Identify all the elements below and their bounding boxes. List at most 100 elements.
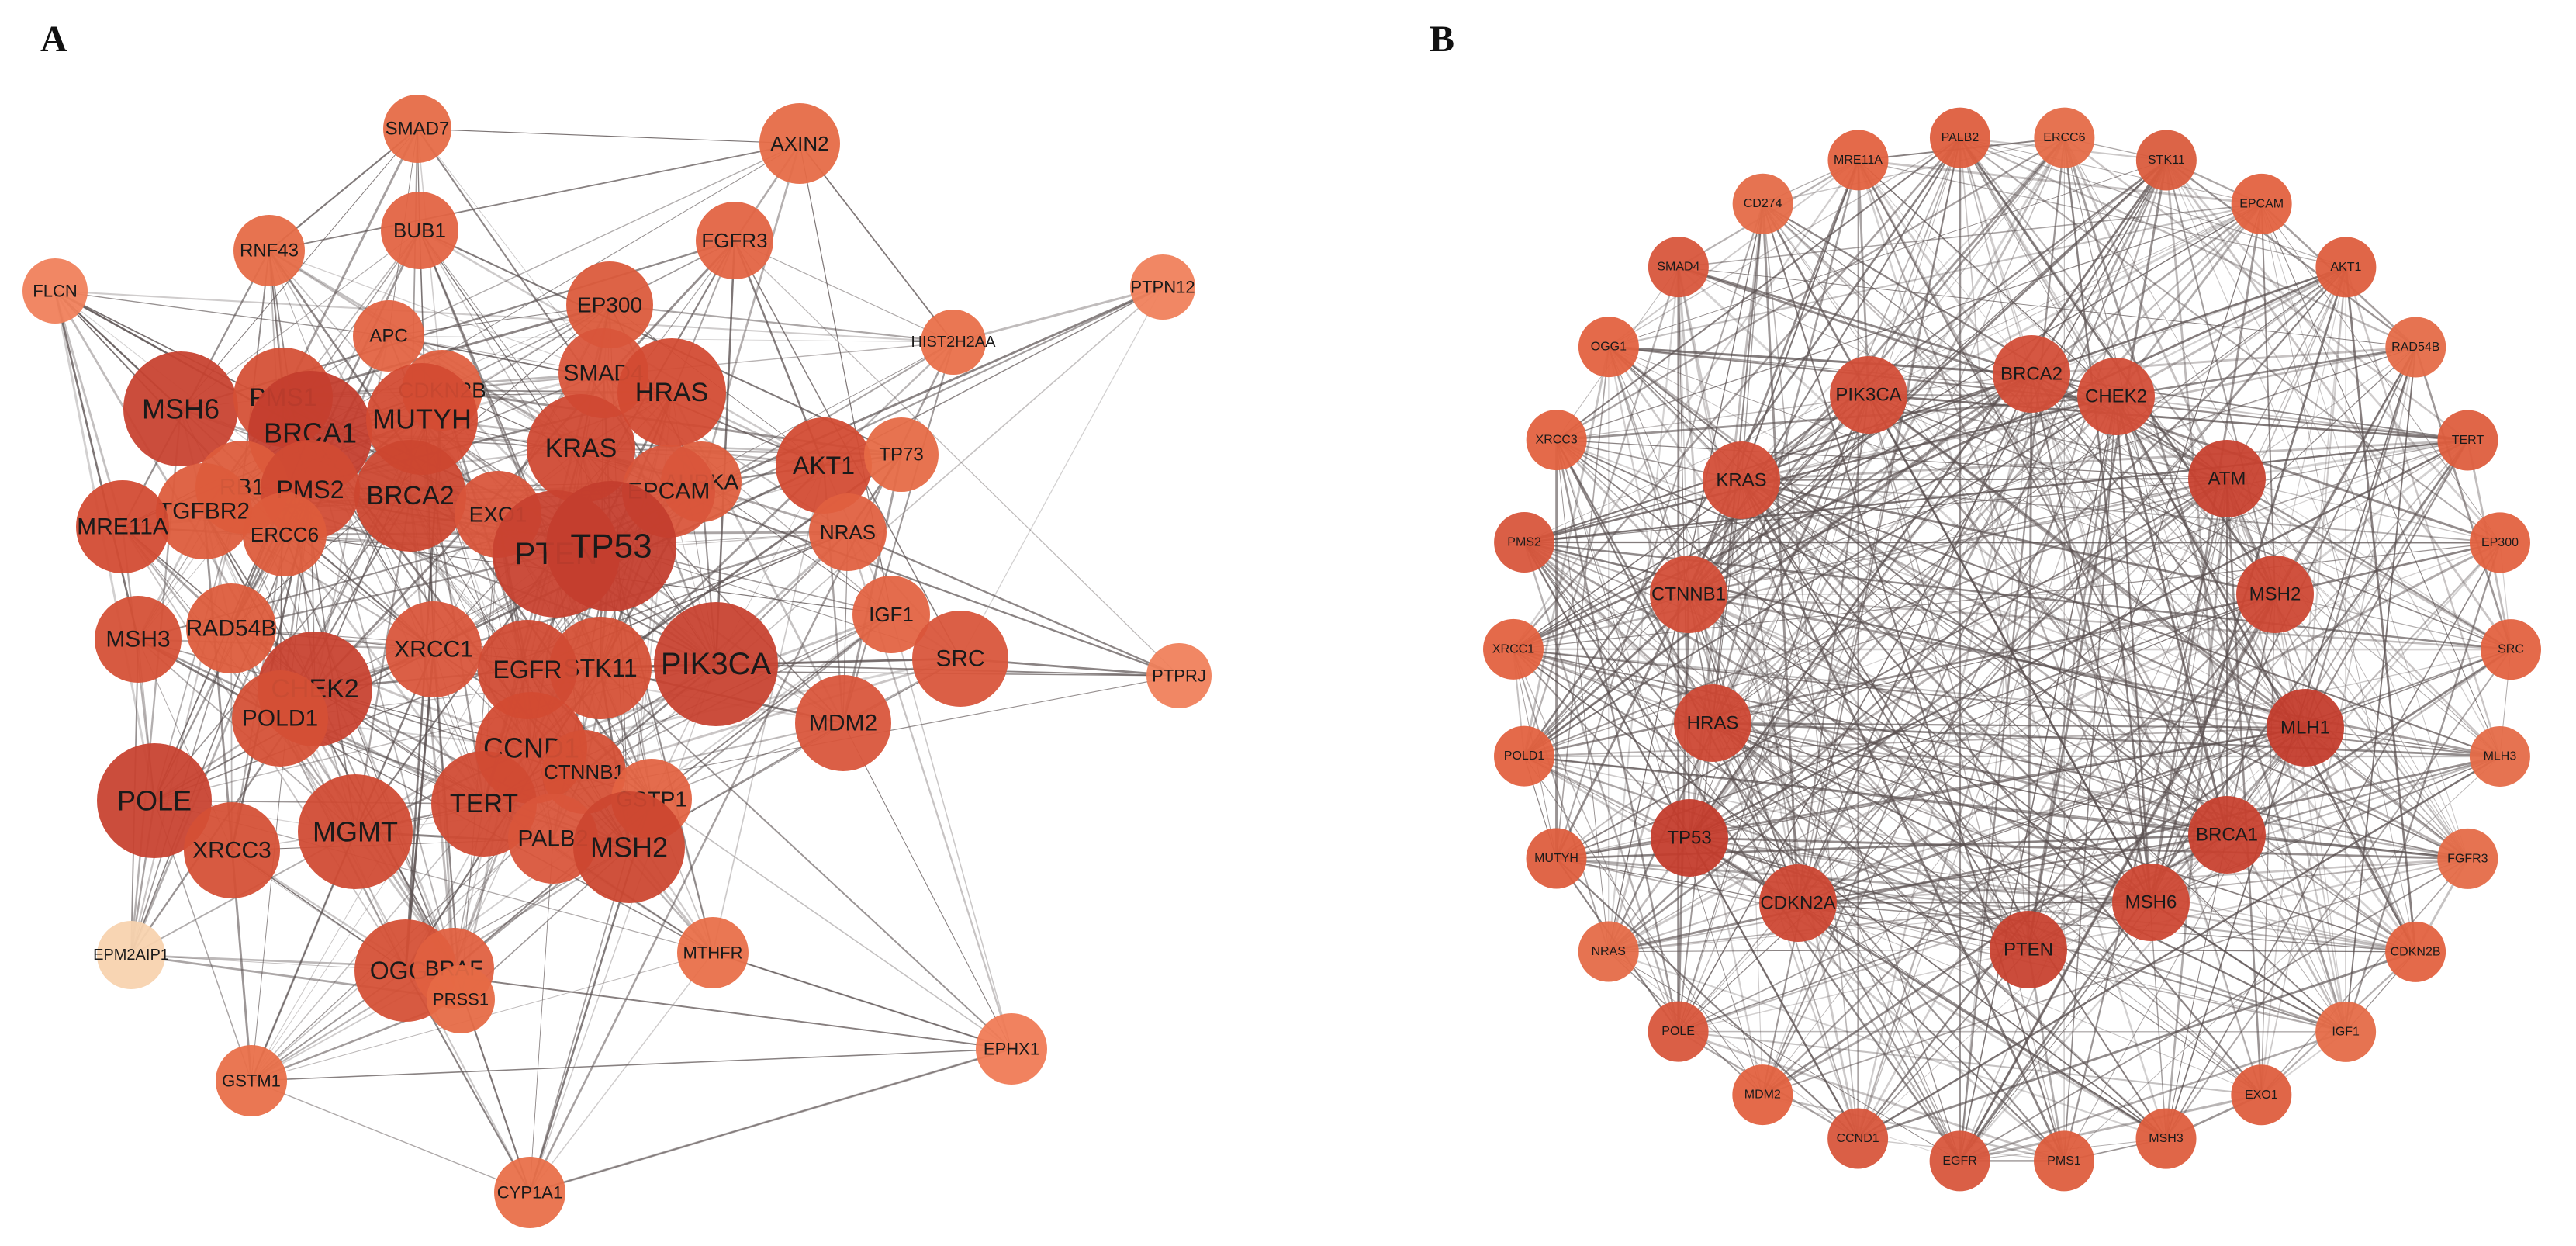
edge <box>1688 594 1799 904</box>
panel-b-node-xrcc3: XRCC3 <box>1526 410 1587 471</box>
edge <box>2063 137 2469 441</box>
node-label: MSH3 <box>2149 1132 2184 1145</box>
panel-a-node-epm2aip1: EPM2AIP1 <box>93 921 169 989</box>
panel-a-node-pold1: POLD1 <box>232 670 328 767</box>
edge <box>1857 159 2152 903</box>
node-label: XRCC1 <box>394 637 473 663</box>
edge <box>2304 347 2417 729</box>
edge <box>2114 396 2152 903</box>
edge <box>1688 396 2117 595</box>
node-circle <box>298 774 413 889</box>
panel-b-node-fgfr3: FGFR3 <box>2437 828 2498 889</box>
node-label: MRE11A <box>1834 154 1883 167</box>
edge <box>1959 902 2152 1161</box>
edge <box>1959 137 2307 729</box>
edge <box>1523 541 2306 729</box>
edge <box>251 1080 531 1193</box>
edge <box>1741 479 1961 1161</box>
node-label: MSH2 <box>590 832 668 864</box>
node-circle <box>1578 921 1639 982</box>
node-circle <box>1648 237 1709 298</box>
edge <box>2115 346 2416 398</box>
panel-a-node-igf1: IGF1 <box>852 576 930 653</box>
edge <box>1959 727 2306 1161</box>
node-circle <box>1483 618 1544 680</box>
node-circle <box>216 1045 287 1116</box>
edge <box>1858 160 2032 375</box>
edge <box>2028 857 2468 950</box>
edge <box>1513 394 1869 650</box>
edge <box>2028 594 2276 950</box>
edge <box>2031 373 2346 1033</box>
edge <box>1556 439 2306 729</box>
panel-b-node-mre11a: MRE11A <box>1827 130 1889 191</box>
edge <box>1868 137 1961 396</box>
edge <box>1688 347 2416 595</box>
edge <box>2165 159 2502 544</box>
edge <box>1608 857 2468 953</box>
node-label: SMAD7 <box>386 119 450 140</box>
edge <box>1556 857 2346 1033</box>
node-circle <box>2315 1001 2377 1062</box>
node-label: IGF1 <box>869 603 914 626</box>
edge <box>1513 477 2228 650</box>
edge <box>409 495 455 969</box>
node-label: BRCA1 <box>2196 825 2258 846</box>
node-circle <box>2034 1130 2095 1192</box>
edge <box>2344 542 2502 1033</box>
panel-b-node-msh2: MSH2 <box>2236 556 2314 633</box>
panel-a-node-src: SRC <box>912 611 1008 707</box>
node-circle <box>809 493 887 571</box>
edge <box>1741 479 2029 950</box>
edge <box>1689 837 2152 903</box>
node-circle <box>1732 173 1793 234</box>
edge <box>1689 373 2032 839</box>
node-label: PIK3CA <box>661 647 772 681</box>
edge <box>1797 902 2152 904</box>
edge <box>2165 160 2276 595</box>
edge <box>1762 1093 2065 1162</box>
edge <box>2226 440 2469 836</box>
edge <box>1677 160 2167 1032</box>
edge <box>2226 439 2468 480</box>
edge <box>251 1080 531 1193</box>
edge <box>1688 478 2228 595</box>
edge <box>2226 833 2468 860</box>
edge <box>1740 479 2066 1162</box>
edge <box>1959 137 2263 1095</box>
panel-b-node-mlh3: MLH3 <box>2469 726 2530 787</box>
edge <box>251 1048 1012 1082</box>
node-circle <box>95 596 182 683</box>
edge <box>1868 160 2167 396</box>
edge <box>1513 649 1690 839</box>
edge <box>2304 267 2347 729</box>
edge <box>847 531 1180 677</box>
node-circle <box>795 675 891 771</box>
edge <box>54 290 389 337</box>
edge <box>2274 594 2512 650</box>
edge <box>1608 951 1859 1139</box>
node-label: XRCC3 <box>1536 434 1578 447</box>
edge <box>2166 160 2468 860</box>
edge <box>1556 440 1763 1095</box>
edge <box>1797 902 2346 1033</box>
node-circle <box>2135 130 2197 191</box>
edge <box>1523 542 1679 1032</box>
node-label: CDKN2B <box>2391 945 2441 958</box>
node-label: TERT <box>2452 434 2484 447</box>
panel-b-node-ccnd1: CCND1 <box>1827 1108 1889 1169</box>
edge <box>842 722 1012 1050</box>
edge <box>1741 396 2117 481</box>
edge <box>1712 722 2262 1095</box>
node-circle <box>427 965 495 1033</box>
edge <box>1712 439 2468 724</box>
panel-b-node-pms1: PMS1 <box>2034 1130 2095 1192</box>
panel-b-node-brca2: BRCA2 <box>1993 335 2070 413</box>
node-label: OGG1 <box>1591 341 1627 354</box>
node-circle <box>573 791 685 903</box>
edge <box>1608 902 2152 953</box>
edge <box>1607 346 2030 950</box>
edge <box>2226 542 2501 836</box>
edge <box>1858 158 2262 206</box>
panel-b-node-atm: ATM <box>2188 440 2266 517</box>
